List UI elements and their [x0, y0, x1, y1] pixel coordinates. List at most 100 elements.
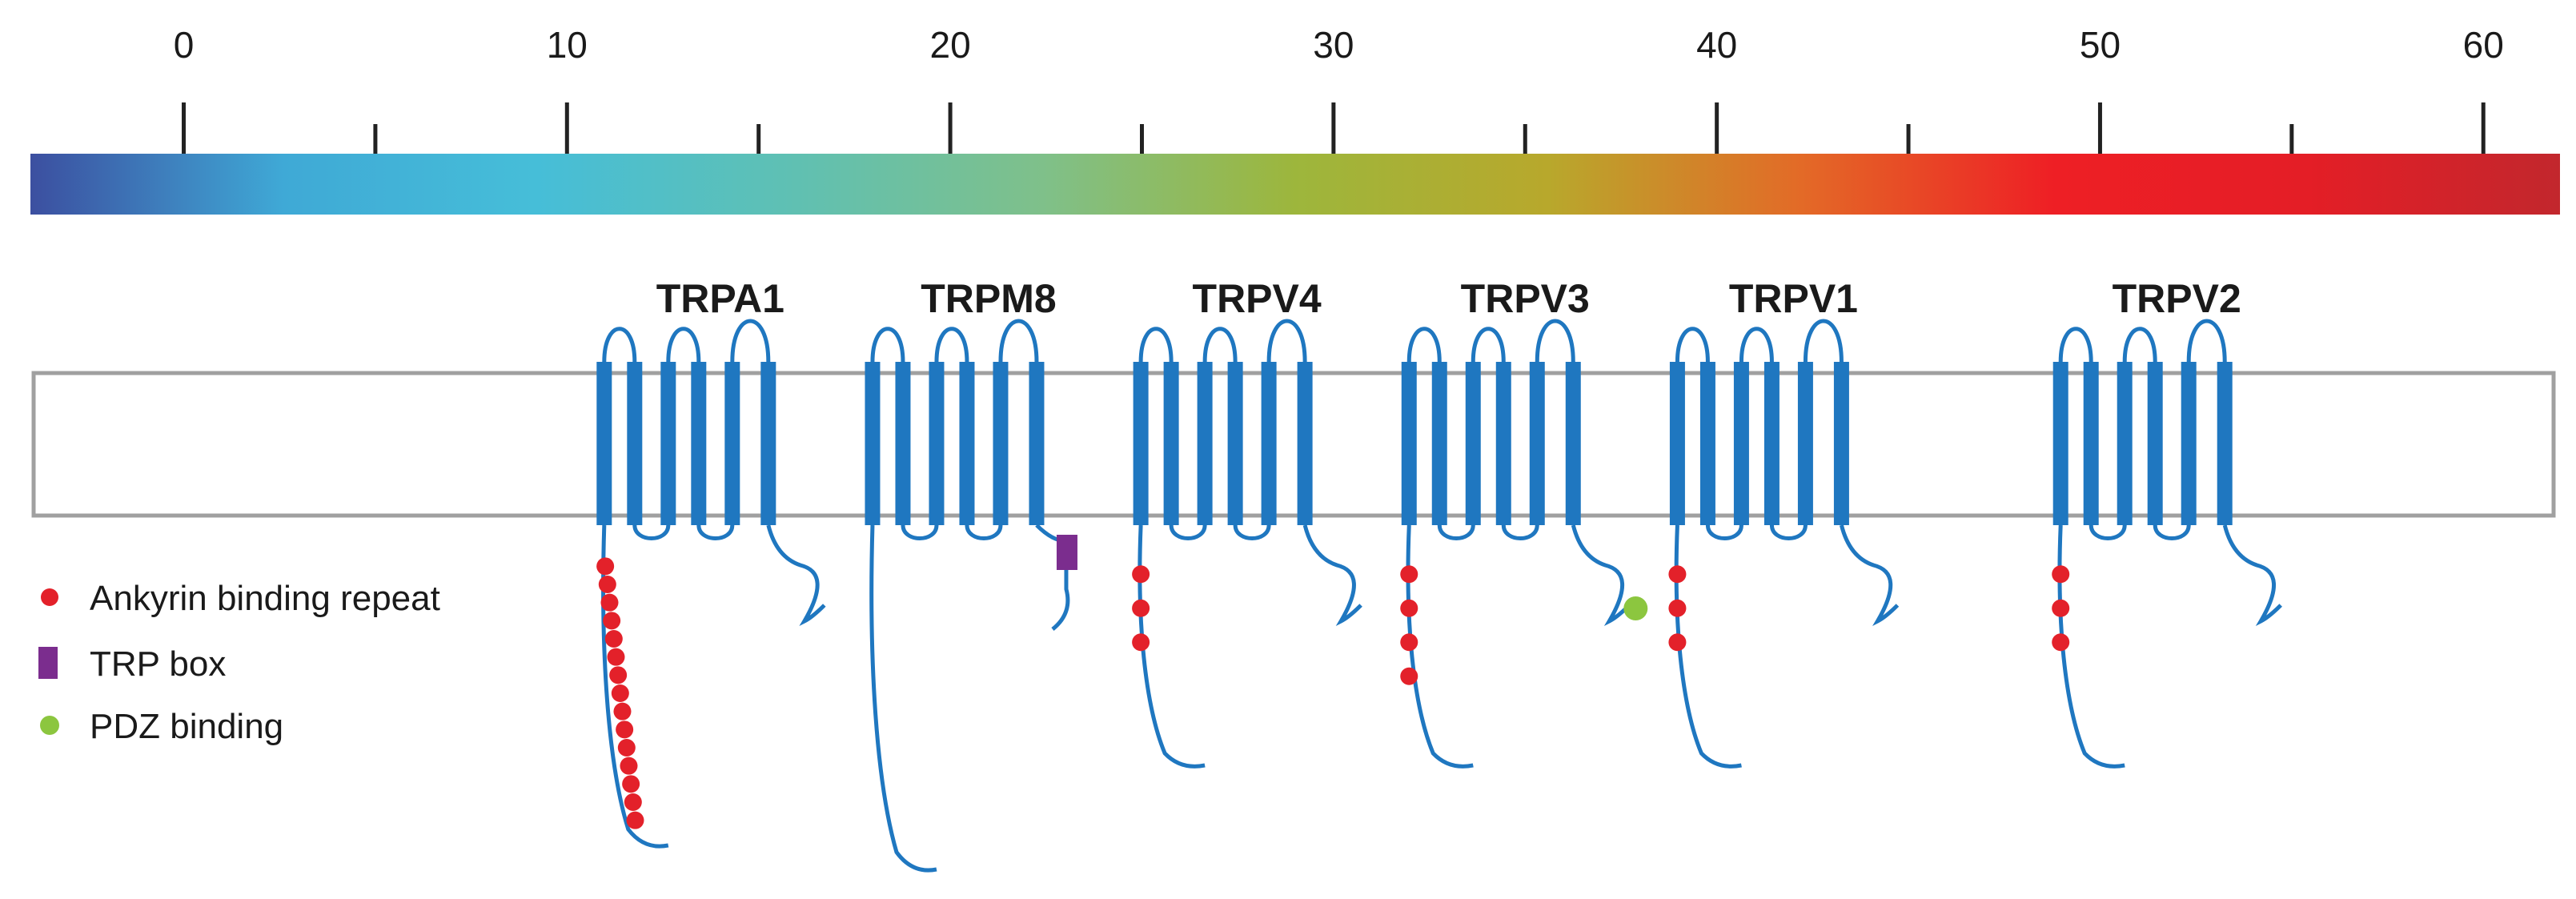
ankyrin-repeat	[1400, 667, 1418, 685]
scale-tick-labels: 0 10 20 30 40 50 60	[174, 24, 2504, 66]
ankyrin-repeat	[1400, 633, 1418, 652]
ankyrin-repeat	[609, 666, 628, 684]
ankyrin-repeat	[2052, 633, 2070, 652]
transmembrane-helix	[1261, 362, 1277, 525]
pdz-legend-label: PDZ binding	[90, 707, 283, 746]
tick-label-0: 0	[174, 24, 195, 66]
transmembrane-helix	[1565, 362, 1581, 525]
ankyrin-repeat	[620, 757, 638, 775]
transmembrane-helix	[1699, 362, 1715, 525]
c-terminus	[766, 524, 826, 626]
trp-box-legend-marker	[38, 647, 58, 679]
c-terminus	[1839, 524, 1900, 626]
transmembrane-helix	[1163, 362, 1179, 525]
transmembrane-helix	[691, 362, 707, 525]
n-terminus	[1674, 524, 1742, 769]
transmembrane-helix	[1797, 362, 1813, 525]
transmembrane-helix	[1133, 362, 1149, 525]
ankyrin-repeat	[613, 702, 632, 720]
ankyrin-repeat	[617, 739, 636, 757]
transmembrane-helix	[2052, 362, 2068, 525]
helix-loops	[870, 319, 1039, 540]
channel-trpv2: TRPV2	[2052, 276, 2282, 769]
tick-label-50: 50	[2080, 24, 2121, 66]
ankyrin-repeat	[1132, 633, 1150, 652]
ankyrin-repeat	[1668, 565, 1687, 584]
helix-loops	[1138, 319, 1307, 540]
tick-label-60: 60	[2463, 24, 2504, 66]
trp-channels: TRPA1 TRPM8 TRPV4 TRPV3 TRPV1 TRPV2	[596, 276, 2282, 873]
transmembrane-helix	[895, 362, 911, 525]
ankyrin-repeat	[2052, 599, 2070, 617]
channel-name-label: TRPV1	[1729, 276, 1858, 321]
transmembrane-helix	[1733, 362, 1749, 525]
ankyrin-repeat	[1132, 599, 1150, 617]
legend: Ankyrin binding repeat TRP box PDZ bindi…	[38, 579, 440, 746]
channel-trpv4: TRPV4	[1132, 276, 1362, 769]
transmembrane-helix	[1465, 362, 1481, 525]
ankyrin-repeat	[2052, 565, 2070, 584]
transmembrane-helix	[596, 362, 612, 525]
transmembrane-helix	[724, 362, 740, 525]
transmembrane-helix	[760, 362, 776, 525]
channel-name-label: TRPV2	[2113, 276, 2241, 321]
n-terminus	[2057, 524, 2125, 769]
transmembrane-helix	[660, 362, 676, 525]
transmembrane-helix	[2217, 362, 2233, 525]
helix-loops	[602, 319, 771, 540]
temperature-gradient-bar	[30, 154, 2560, 215]
ankyrin-repeat	[596, 557, 615, 576]
scale-tick-marks	[182, 102, 2486, 154]
pdz-legend-marker	[40, 716, 59, 735]
transmembrane-helix	[2117, 362, 2133, 525]
n-terminus	[1138, 524, 1206, 769]
ankyrin-repeat	[611, 684, 629, 702]
channel-trpm8: TRPM8	[865, 276, 1077, 873]
transmembrane-helix	[1401, 362, 1417, 525]
helix-loops	[2058, 319, 2227, 540]
tick-label-10: 10	[547, 24, 588, 66]
ankyrin-repeat	[600, 593, 619, 612]
channel-trpv1: TRPV1	[1668, 276, 1900, 769]
temperature-scale: 0 10 20 30 40 50 60	[30, 24, 2560, 215]
ankyrin-legend-marker	[41, 588, 58, 606]
channel-name-label: TRPM8	[921, 276, 1056, 321]
transmembrane-helix	[993, 362, 1009, 525]
helix-loops	[1406, 319, 1575, 540]
channel-name-label: TRPV3	[1461, 276, 1590, 321]
transmembrane-helix	[1197, 362, 1213, 525]
tick-label-40: 40	[1696, 24, 1737, 66]
ankyrin-repeat	[624, 793, 642, 811]
helix-loops	[1675, 319, 1844, 540]
c-terminus	[1302, 524, 1362, 626]
n-terminus	[1406, 524, 1474, 769]
ankyrin-legend-label: Ankyrin binding repeat	[90, 579, 440, 618]
ankyrin-repeat	[616, 720, 634, 739]
n-terminus	[869, 524, 937, 873]
tick-label-30: 30	[1313, 24, 1354, 66]
ankyrin-repeat	[604, 630, 623, 648]
transmembrane-helix	[1833, 362, 1849, 525]
ankyrin-repeat	[622, 775, 640, 793]
ankyrin-repeat	[626, 811, 644, 829]
transmembrane-helix	[2147, 362, 2163, 525]
ankyrin-repeat	[603, 612, 621, 630]
ankyrin-repeat	[1400, 599, 1418, 617]
transmembrane-helix	[929, 362, 945, 525]
tick-label-20: 20	[930, 24, 971, 66]
transmembrane-helix	[1495, 362, 1511, 525]
c-terminus	[1571, 524, 1631, 626]
transmembrane-helix	[865, 362, 881, 525]
ankyrin-repeat	[1400, 565, 1418, 584]
transmembrane-helix	[1029, 362, 1045, 525]
trp-box-marker	[1056, 535, 1077, 570]
transmembrane-helix	[1669, 362, 1685, 525]
transmembrane-helix	[2083, 362, 2099, 525]
transmembrane-helix	[1227, 362, 1243, 525]
transmembrane-helix	[1297, 362, 1313, 525]
channel-trpv3: TRPV3	[1400, 276, 1648, 769]
ankyrin-repeat	[607, 648, 625, 666]
channel-trpa1: TRPA1	[596, 276, 826, 849]
transmembrane-helix	[1431, 362, 1447, 525]
